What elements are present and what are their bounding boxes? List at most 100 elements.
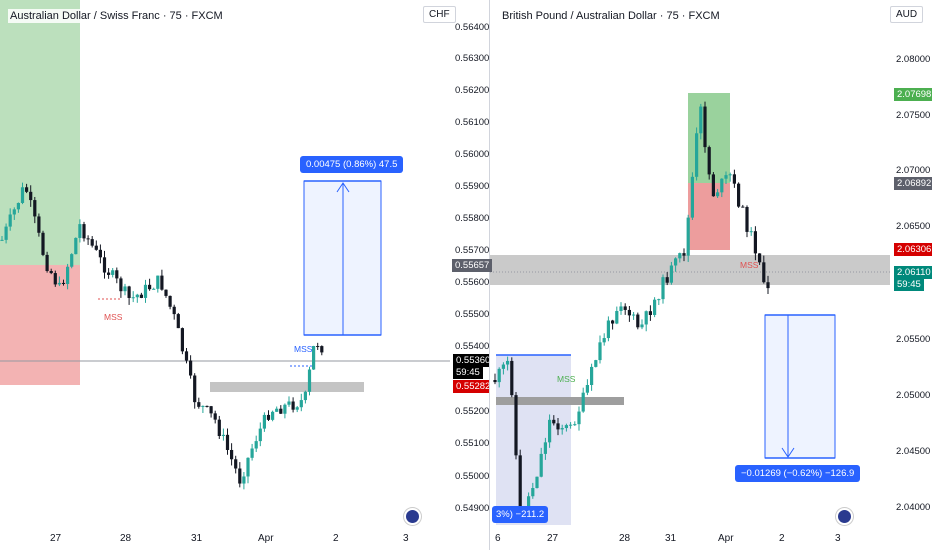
audchf-candle: [152, 288, 156, 290]
gbpaud-candle: [716, 192, 720, 197]
gbpaud-candle: [703, 106, 707, 148]
gbpaud-candle: [669, 265, 673, 283]
gbpaud-currency-tag[interactable]: AUD: [890, 6, 924, 23]
chart-panel-audchf[interactable]: Australian Dollar / Swiss Franc · 75 · F…: [0, 0, 494, 550]
audchf-candle: [217, 419, 221, 437]
gbpaud-candle: [573, 424, 577, 426]
audchf-candle: [262, 414, 266, 429]
audchf-candle: [201, 405, 205, 407]
audchf-candle: [156, 275, 160, 289]
audchf-candle: [90, 239, 94, 246]
audchf-candle: [0, 239, 4, 241]
audchf-candle: [61, 282, 66, 285]
gbpaud-candle: [724, 175, 728, 179]
gbpaud-candle: [720, 178, 724, 193]
gbpaud-candle: [602, 338, 606, 343]
gbpaud-candle: [527, 496, 531, 513]
audchf-price-label: 0.55400: [455, 341, 490, 352]
audchf-candle: [283, 404, 287, 414]
audchf-currency-tag[interactable]: CHF: [423, 6, 456, 23]
gbpaud-measure-box: [764, 314, 836, 459]
gbpaud-time-label: 6: [495, 533, 501, 544]
gbpaud-measure-arrowhead: [781, 447, 795, 458]
gbpaud-candle: [501, 364, 505, 369]
gbpaud-candle: [518, 455, 522, 517]
audchf-time-label: 2: [333, 533, 339, 544]
audchf-candle: [205, 405, 209, 407]
audchf-candle: [184, 351, 189, 361]
audchf-candle: [148, 284, 152, 290]
audchf-candle: [94, 245, 98, 250]
audchf-candle: [143, 284, 148, 298]
gbpaud-candle: [665, 277, 669, 283]
audchf-price-label: 0.55500: [455, 309, 490, 320]
gbpaud-candle: [707, 147, 711, 175]
gbpaud-candle: [711, 174, 715, 197]
gbpaud-candle: [577, 411, 581, 425]
audchf-candle: [312, 346, 316, 370]
australia-flag-icon[interactable]: [836, 508, 853, 525]
audchf-candle: [82, 224, 86, 239]
audchf-measure-label[interactable]: 0.00475 (0.86%) 47.5: [300, 156, 404, 173]
audchf-chart-canvas[interactable]: [0, 0, 490, 550]
gbpaud-candle: [514, 395, 518, 456]
audchf-candle: [98, 249, 102, 258]
gbpaud-candle: [636, 314, 640, 328]
gbpaud-candle: [497, 368, 501, 383]
audchf-candle: [53, 273, 57, 285]
audchf-candle: [295, 407, 299, 410]
audchf-candle: [234, 459, 238, 469]
audchf-mss-label: MSS: [104, 312, 123, 322]
chart-panel-gbpaud[interactable]: British Pound / Australian Dollar · 75 ·…: [452, 0, 932, 550]
gbpaud-candle: [758, 253, 762, 263]
gbpaud-candle: [678, 253, 682, 259]
audchf-candle: [86, 238, 90, 240]
audchf-candle: [254, 441, 258, 449]
audchf-candle: [37, 216, 41, 233]
audchf-price-label: 0.56300: [455, 53, 490, 64]
audchf-time-label: 27: [50, 533, 62, 544]
audchf-current-price-badge: 0.55360: [453, 354, 494, 367]
gbpaud-candle: [548, 419, 552, 443]
audchf-price-label: 0.54900: [455, 503, 490, 514]
audchf-measure-arrowhead: [336, 182, 350, 193]
gbpaud-price-label: 2.04000: [896, 502, 931, 513]
gbpaud-candle: [741, 206, 745, 208]
audchf-candle: [176, 314, 180, 329]
gbpaud-chart-canvas[interactable]: [490, 0, 932, 550]
crosshair-price-badge: 0.55657: [452, 259, 493, 272]
gbpaud-candle: [762, 262, 766, 283]
audchf-support-zone: [210, 382, 364, 392]
gbpaud-candle: [640, 324, 644, 328]
gbpaud-time-label: 2: [779, 533, 785, 544]
audchf-price-label: 0.56200: [455, 85, 490, 96]
audchf-candle: [127, 286, 131, 298]
audchf-price-label: 0.55000: [455, 471, 490, 482]
gbpaud-candle: [661, 277, 665, 300]
gbpaud-candle: [690, 176, 694, 218]
audchf-candle: [189, 360, 193, 376]
audchf-ref-price-badge: 0.55282: [453, 380, 494, 393]
audchf-candle: [20, 187, 25, 203]
audchf-candle: [160, 275, 164, 290]
gbpaud-top-badge: 2.07698: [894, 88, 932, 101]
gbpaud-left-measure-label[interactable]: 3%) −211.2: [492, 506, 549, 523]
audchf-stop-zone: [0, 265, 80, 385]
australia-flag-icon[interactable]: [404, 508, 421, 525]
audchf-candle: [197, 402, 201, 407]
gbpaud-support-zone: [496, 397, 624, 405]
gbpaud-candle: [560, 428, 564, 430]
gbpaud-candle: [581, 392, 585, 412]
gbpaud-candle: [531, 488, 535, 497]
audchf-candle: [307, 369, 312, 392]
audchf-price-label: 0.56100: [455, 117, 490, 128]
gbpaud-candle: [657, 299, 661, 301]
gbpaud-candle: [611, 320, 615, 324]
gbpaud-candle: [585, 384, 589, 393]
gbpaud-mss-label: MSS: [740, 260, 759, 270]
audchf-candle: [279, 408, 283, 414]
gbpaud-measure-label[interactable]: −0.01269 (−0.62%) −126.9: [735, 465, 861, 482]
gbpaud-candle: [556, 423, 560, 430]
audchf-candle: [213, 413, 217, 420]
gbpaud-candle: [493, 380, 497, 383]
